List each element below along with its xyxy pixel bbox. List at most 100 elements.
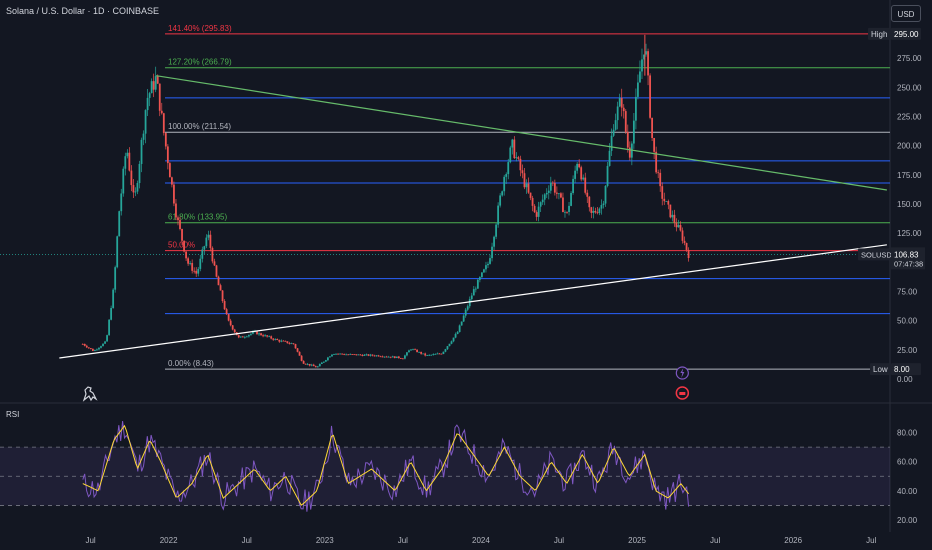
rsi-line: [82, 420, 690, 512]
candle-body: [531, 197, 534, 206]
candle-body: [399, 358, 402, 359]
price-tick-label: 225.00: [897, 113, 922, 122]
candle-body: [659, 172, 662, 187]
candle-body: [566, 211, 568, 213]
time-tick-label: Jul: [710, 536, 720, 545]
candle-body: [596, 212, 599, 214]
candle-body: [337, 353, 339, 355]
candle-body: [509, 147, 512, 163]
candle-body: [335, 353, 337, 355]
candle-body: [116, 236, 119, 268]
candle-body: [114, 267, 117, 290]
candle-body: [432, 354, 435, 355]
candle-body: [426, 355, 429, 356]
low-value-badge: 8.00: [891, 363, 921, 376]
candle-body: [383, 356, 386, 358]
candle-body: [470, 295, 473, 300]
candle-body: [564, 211, 566, 213]
candle-body: [578, 163, 581, 168]
candle-body: [339, 353, 341, 355]
candle-body: [183, 240, 185, 252]
candle-body: [685, 242, 688, 250]
candle-body: [227, 314, 230, 321]
rsi-indicator-label[interactable]: RSI: [6, 410, 20, 419]
rsi-band: [0, 447, 890, 506]
candle-body: [87, 347, 90, 349]
rsi-tick-label: 20.00: [897, 516, 918, 525]
candle-body: [173, 184, 175, 204]
candle-body: [574, 170, 577, 179]
price-tick-label: 275.00: [897, 54, 922, 63]
time-tick-label: Jul: [398, 536, 408, 545]
candle-body: [381, 356, 384, 358]
candle-body: [428, 354, 431, 356]
candle-body: [669, 204, 672, 218]
candle-body: [493, 236, 495, 247]
candle-body: [655, 151, 658, 173]
candle-body: [274, 338, 277, 340]
candle-body: [444, 349, 447, 352]
candle-body: [375, 355, 378, 357]
candle-body: [527, 183, 530, 193]
candle-body: [324, 360, 327, 362]
candle-body: [387, 356, 390, 358]
candle-body: [478, 277, 481, 280]
candle-body: [634, 96, 637, 121]
candle-body: [128, 152, 131, 171]
candle-body: [604, 185, 607, 204]
candle-body: [201, 249, 204, 259]
candle-body: [158, 83, 161, 111]
rsi-tick-label: 80.00: [897, 429, 918, 438]
candle-body: [168, 163, 171, 178]
candle-body: [292, 343, 295, 345]
candle-body: [136, 183, 139, 192]
candle-body: [513, 139, 516, 159]
candle-body: [505, 174, 508, 177]
candle-body: [148, 93, 151, 98]
current-price-text: 106.83: [894, 250, 919, 259]
candle-body: [474, 288, 477, 290]
candle-body: [525, 183, 528, 188]
candle-body: [491, 246, 493, 259]
candle-body: [663, 198, 666, 202]
candle-body: [282, 340, 285, 342]
candle-body: [357, 354, 360, 356]
candle-body: [677, 225, 680, 228]
candle-body: [144, 110, 147, 134]
candle-body: [331, 354, 333, 357]
candle-body: [294, 344, 297, 349]
candle-body: [266, 335, 269, 337]
candle-body: [647, 51, 649, 76]
high-value-badge-text: 295.00: [894, 30, 919, 39]
candle-body: [626, 131, 629, 148]
candle-body: [385, 356, 388, 358]
time-tick-label: Jul: [554, 536, 564, 545]
candle-body: [620, 97, 623, 108]
candle-body: [389, 356, 392, 358]
candle-body: [138, 163, 141, 184]
candle-body: [458, 325, 461, 333]
currency-button[interactable]: USD: [891, 5, 921, 22]
candle-body: [545, 192, 548, 195]
fib-level-label: 141.40% (295.83): [168, 24, 232, 33]
candle-body: [424, 353, 427, 356]
candle-body: [610, 135, 613, 151]
candle-body: [310, 364, 313, 366]
candle-body: [239, 336, 242, 338]
candle-body: [395, 356, 398, 359]
candle-body: [576, 163, 579, 171]
fib-level-label: 100.00% (211.54): [168, 122, 231, 131]
candle-body: [487, 263, 489, 266]
candle-body: [243, 336, 246, 338]
candle-body: [270, 336, 273, 339]
candle-body: [614, 120, 617, 130]
symbol-badge-text: SOLUSD: [861, 250, 892, 259]
candle-body: [288, 343, 291, 344]
candle-body: [679, 225, 682, 231]
candle-body: [260, 333, 262, 336]
candle-body: [256, 331, 258, 335]
candle-body: [408, 350, 410, 353]
